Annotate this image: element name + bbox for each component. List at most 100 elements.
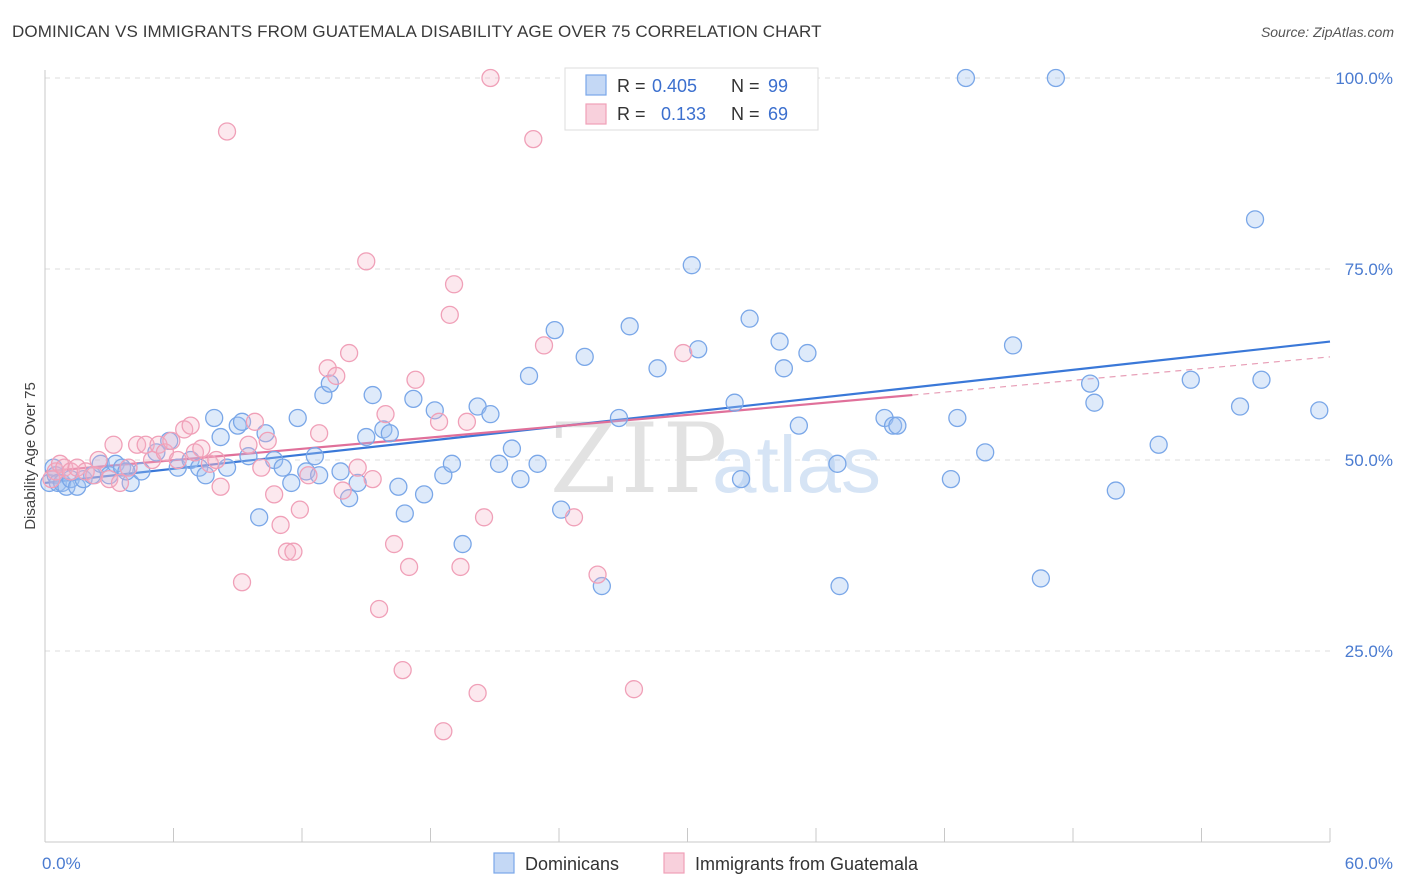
- dominicans-point-40: [357, 427, 376, 447]
- x-tick-label-max: 60.0%: [1345, 854, 1393, 873]
- dominicans-point-30: [273, 458, 292, 477]
- guatemala-point-44: [348, 458, 367, 477]
- guatemala-point-46: [363, 469, 382, 489]
- dominicans-point-86: [1046, 68, 1066, 88]
- dominicans-point-74: [798, 343, 817, 363]
- guatemala-point-65: [624, 680, 644, 699]
- watermark-atlas: atlas: [712, 420, 881, 509]
- dominicans-point-44: [389, 477, 408, 496]
- dominicans-point-59: [545, 320, 564, 340]
- dominicans-point-51: [453, 534, 472, 554]
- dominicans-point-37: [331, 462, 350, 481]
- guatemala-point-21: [181, 416, 200, 435]
- dominicans-point-75: [828, 454, 847, 473]
- guatemala-point-45: [357, 252, 376, 271]
- y-axis-label: Disability Age Over 75: [22, 382, 39, 530]
- dominicans-point-58: [528, 454, 547, 473]
- legend-n-label-1: N =: [731, 76, 760, 96]
- legend-n-value-1: 99: [768, 76, 788, 96]
- guatemala-point-56: [444, 275, 464, 294]
- guatemala-trend-extension: [912, 356, 1331, 396]
- guatemala-point-6: [76, 462, 95, 481]
- dominicans-point-69: [731, 469, 751, 489]
- guatemala-point-39: [309, 424, 329, 443]
- guatemala-point-47: [369, 599, 389, 619]
- guatemala-point-49: [384, 534, 404, 554]
- y-tick-label-100: 100.0%: [1335, 69, 1393, 88]
- guatemala-point-11: [110, 473, 130, 493]
- legend-r-label-2: R =: [617, 104, 646, 124]
- dominicans-point-84: [1003, 336, 1023, 355]
- guatemala-point-36: [284, 542, 303, 561]
- dominicans-point-67: [689, 340, 708, 359]
- guatemala-point-28: [232, 573, 252, 592]
- guatemala-point-61: [524, 129, 543, 149]
- dominicans-point-14: [121, 473, 140, 493]
- dominicans-point-55: [502, 439, 522, 458]
- guatemala-point-43: [339, 343, 359, 363]
- dominicans-point-53: [481, 405, 500, 424]
- dominicans-point-94: [1252, 370, 1271, 389]
- y-tick-labels: 25.0% 50.0% 75.0% 100.0%: [1335, 69, 1393, 661]
- dominicans-point-95: [1310, 401, 1329, 420]
- guatemala-point-51: [399, 557, 419, 577]
- dominicans-point-80: [941, 469, 961, 489]
- dominicans-point-96: [232, 412, 252, 431]
- guatemala-point-31: [252, 458, 271, 477]
- guatemala-point-63: [564, 508, 584, 527]
- guatemala-point-52: [406, 370, 425, 389]
- guatemala-point-23: [192, 439, 211, 458]
- guatemala-point-55: [440, 305, 459, 324]
- dominicans-point-54: [489, 454, 509, 473]
- guatemala-point-66: [674, 343, 693, 363]
- dominicans-point-91: [1181, 370, 1200, 389]
- dominicans-point-92: [1230, 397, 1250, 416]
- chart-source: Source: ZipAtlas.com: [1260, 24, 1394, 40]
- dominicans-point-35: [314, 385, 333, 405]
- dominicans-point-48: [425, 401, 444, 420]
- chart-title: DOMINICAN VS IMMIGRANTS FROM GUATEMALA D…: [12, 22, 822, 41]
- dominicans-point-66: [682, 256, 701, 275]
- y-tick-label-75: 75.0%: [1345, 260, 1393, 279]
- top-legend: R = 0.405 N = 99 R = 0.133 N = 69: [564, 67, 819, 131]
- guatemala-point-42: [333, 481, 352, 500]
- dominicans-point-71: [770, 332, 789, 351]
- y-tick-label-50: 50.0%: [1345, 451, 1393, 470]
- guatemala-point-58: [468, 683, 487, 703]
- bottom-legend: Dominicans Immigrants from Guatemala: [493, 852, 919, 874]
- bottom-legend-swatch-dominicans: [493, 852, 515, 874]
- dominicans-point-31: [282, 473, 301, 493]
- dominicans-point-70: [740, 309, 759, 328]
- guatemala-point-8: [89, 450, 108, 470]
- guatemala-point-54: [434, 722, 453, 741]
- guatemala-point-37: [290, 500, 310, 519]
- dominicans-point-43: [380, 424, 399, 443]
- guatemala-point-32: [258, 431, 277, 451]
- dominicans-point-23: [211, 427, 230, 447]
- dominicans-point-85: [1031, 569, 1051, 588]
- guatemala-point-33: [265, 485, 284, 504]
- y-tick-label-25: 25.0%: [1345, 642, 1393, 661]
- guatemala-point-64: [588, 565, 607, 584]
- dominicans-point-89: [1106, 481, 1125, 500]
- dominicans-point-97: [309, 466, 329, 485]
- dominicans-point-45: [395, 504, 414, 523]
- dominicans-point-68: [725, 393, 744, 412]
- guatemala-point-53: [429, 412, 449, 431]
- guatemala-point-7: [85, 466, 104, 485]
- guatemala-point-14: [136, 435, 155, 454]
- guatemala-point-68: [451, 557, 470, 577]
- dominicans-point-62: [592, 576, 611, 596]
- dominicans-point-76: [830, 576, 849, 596]
- bottom-legend-label-guatemala: Immigrants from Guatemala: [695, 854, 919, 874]
- dominicans-point-64: [620, 317, 639, 336]
- dominicans-point-83: [976, 443, 995, 462]
- dominicans-point-93: [1245, 210, 1265, 229]
- guatemala-point-5: [67, 458, 87, 477]
- dominicans-point-65: [648, 359, 667, 378]
- dominicans-point-41: [363, 385, 382, 405]
- x-tick-labels: 0.0% 60.0%: [42, 854, 1393, 873]
- dominicans-point-27: [250, 508, 269, 527]
- dominicans-point-50: [442, 454, 462, 473]
